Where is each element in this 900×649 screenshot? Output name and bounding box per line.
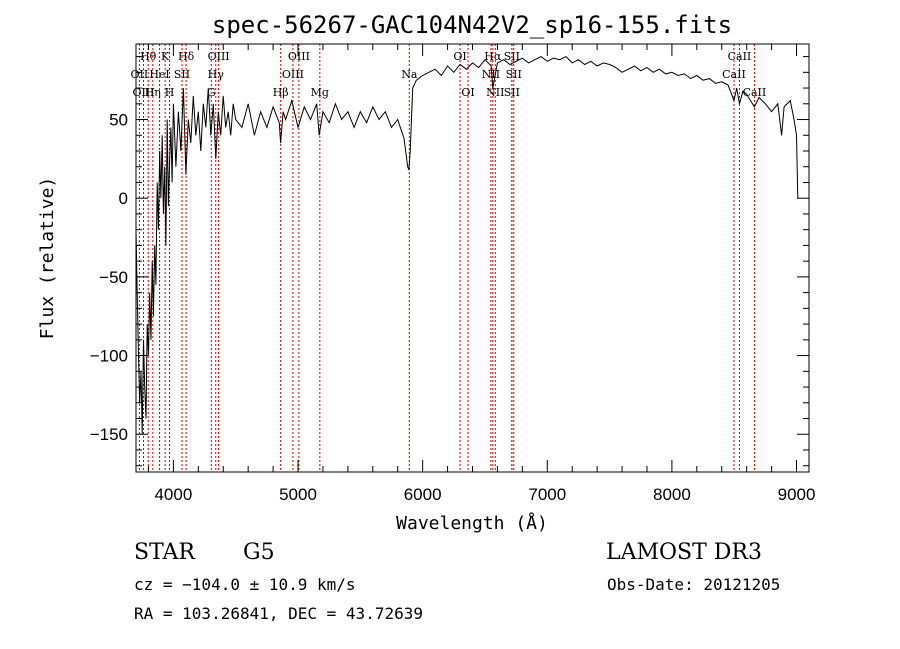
line-marker-label: NII	[482, 68, 500, 81]
line-marker-label: Mg	[311, 86, 329, 99]
line-marker-label: OIII	[288, 50, 310, 63]
y-tick-label: −150	[90, 425, 128, 444]
line-marker-label: OIII	[132, 86, 154, 99]
line-marker-label: SII	[174, 68, 190, 81]
line-marker-label: K	[161, 50, 170, 63]
line-marker-group: Hθ OII OIII K HeI Hη Hδ SII H OIII Hγ G OIII OIII Hβ Mg…	[131, 44, 767, 472]
coordinates: RA = 103.26841, DEC = 43.72639	[134, 604, 423, 623]
spectrum-line	[135, 55, 799, 435]
axis-ticks: 4000 5000 6000 7000 8000 9000 −150 −100 −50 0 50	[90, 44, 816, 504]
y-tick-label: −100	[90, 347, 128, 366]
object-subclass: G5	[243, 540, 275, 565]
x-tick-label: 5000	[279, 485, 317, 504]
y-axis-label: Flux (relative)	[37, 177, 58, 340]
plot-frame	[135, 43, 810, 473]
y-tick-label: 0	[119, 189, 128, 208]
line-marker-label: OI	[461, 86, 474, 99]
x-tick-label: 4000	[154, 485, 192, 504]
chart-title: spec-56267-GAC104N42V2_sp16-155.fits	[212, 11, 732, 39]
line-marker-label: Hθ	[140, 50, 157, 63]
line-marker-label: OII	[131, 68, 149, 81]
redshift-cz: cz = −104.0 ± 10.9 km/s	[134, 575, 356, 594]
line-marker-label: H	[165, 86, 175, 99]
x-axis-label: Wavelength (Å)	[396, 512, 548, 534]
line-marker-label: Na	[401, 68, 418, 81]
obs-date: Obs-Date: 20121205	[607, 575, 781, 594]
line-marker-label: OI	[453, 50, 466, 63]
line-marker-label: Hη	[145, 86, 161, 99]
line-marker-label: CaII	[728, 50, 752, 63]
line-marker-label: SII	[504, 86, 520, 99]
y-tick-label: −50	[99, 268, 128, 287]
line-marker-label: CaII	[722, 68, 746, 81]
line-marker-label: Hβ	[273, 86, 289, 99]
line-marker-label: G	[207, 86, 216, 99]
line-marker-label: SII	[506, 68, 522, 81]
x-tick-label: 6000	[404, 485, 442, 504]
survey-name: LAMOST DR3	[606, 540, 762, 565]
y-tick-label: 50	[109, 111, 128, 130]
line-marker-label: CaII	[743, 86, 767, 99]
line-marker-label: NII	[486, 86, 504, 99]
spectrum-group	[135, 55, 799, 435]
line-marker-label: OIII	[208, 50, 230, 63]
x-tick-label: 7000	[528, 485, 566, 504]
line-marker-label: OIII	[282, 68, 304, 81]
x-tick-label: 8000	[653, 485, 691, 504]
x-tick-label: 9000	[778, 485, 816, 504]
line-marker-label: Hγ	[208, 68, 225, 81]
object-class: STAR	[134, 540, 195, 565]
line-marker-label: HeI	[149, 68, 169, 81]
line-marker-label: Hδ	[178, 50, 195, 63]
line-marker-label: Hα	[484, 50, 502, 63]
